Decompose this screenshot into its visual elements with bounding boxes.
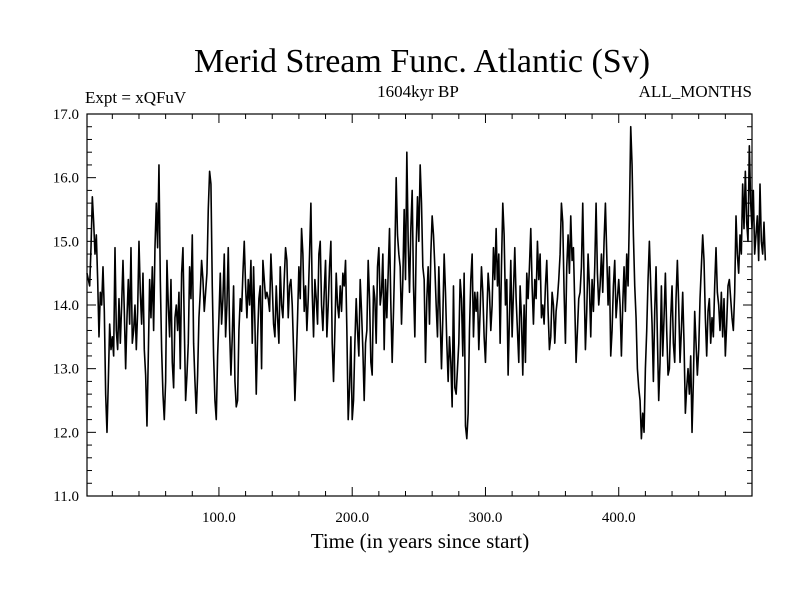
- period-label: 1604kyr BP: [377, 82, 459, 101]
- experiment-label: Expt = xQFuV: [85, 88, 187, 107]
- y-tick-label: 14.0: [53, 298, 79, 314]
- y-tick-label: 15.0: [53, 234, 79, 250]
- series-line: [86, 125, 767, 440]
- x-tick-label: 300.0: [469, 510, 503, 526]
- x-tick-label: 400.0: [602, 510, 636, 526]
- x-axis-label: Time (in years since start): [311, 529, 530, 553]
- y-tick-label: 13.0: [53, 362, 79, 378]
- x-tick-label: 200.0: [335, 510, 369, 526]
- y-tick-label: 12.0: [53, 425, 79, 441]
- y-tick-label: 16.0: [53, 171, 79, 187]
- months-label: ALL_MONTHS: [639, 82, 752, 101]
- y-tick-label: 11.0: [53, 489, 79, 505]
- x-tick-label: 100.0: [202, 510, 236, 526]
- chart-title: Merid Stream Func. Atlantic (Sv): [194, 43, 650, 80]
- y-tick-label: 17.0: [53, 107, 79, 123]
